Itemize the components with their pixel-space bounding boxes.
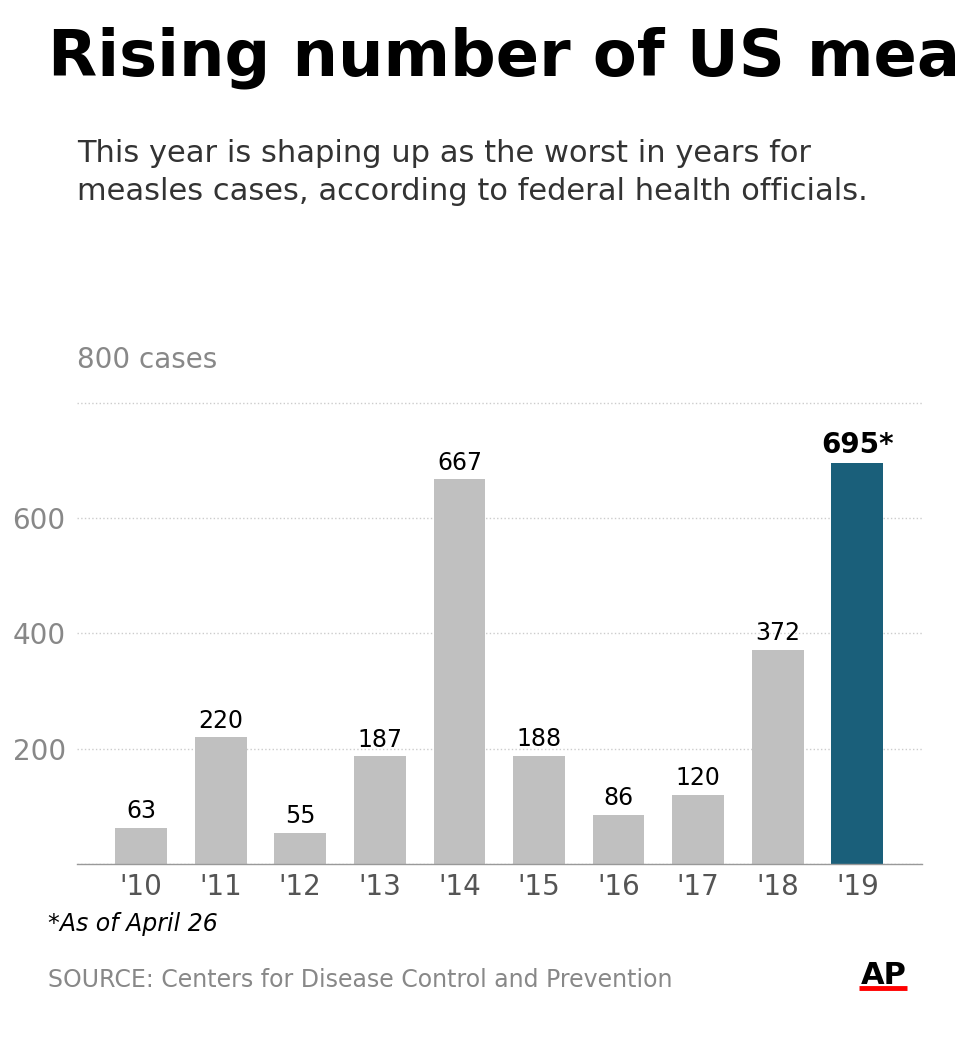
Text: This year is shaping up as the worst in years for
measles cases, according to fe: This year is shaping up as the worst in … bbox=[77, 139, 868, 207]
Text: 86: 86 bbox=[604, 786, 634, 811]
Bar bbox=[752, 649, 804, 864]
Bar bbox=[354, 757, 406, 864]
Text: SOURCE: Centers for Disease Control and Prevention: SOURCE: Centers for Disease Control and … bbox=[48, 968, 673, 992]
Bar bbox=[434, 480, 485, 864]
Text: 55: 55 bbox=[285, 804, 316, 828]
Text: *As of April 26: *As of April 26 bbox=[48, 912, 218, 936]
Bar bbox=[275, 833, 326, 864]
Bar bbox=[592, 815, 644, 864]
Bar bbox=[831, 463, 883, 864]
Text: AP: AP bbox=[861, 961, 907, 991]
Text: 187: 187 bbox=[357, 727, 402, 752]
Text: Rising number of US measles cases: Rising number of US measles cases bbox=[48, 26, 960, 89]
Bar bbox=[672, 795, 724, 864]
Bar bbox=[195, 738, 247, 864]
Bar bbox=[514, 756, 564, 864]
Text: 372: 372 bbox=[756, 621, 801, 645]
Text: 63: 63 bbox=[126, 799, 156, 823]
Text: 188: 188 bbox=[516, 727, 562, 752]
Text: 667: 667 bbox=[437, 451, 482, 474]
Text: 220: 220 bbox=[198, 708, 243, 733]
Text: 695*: 695* bbox=[821, 430, 894, 458]
Text: 800 cases: 800 cases bbox=[77, 346, 217, 374]
Bar bbox=[115, 828, 167, 864]
Text: 120: 120 bbox=[676, 766, 721, 790]
